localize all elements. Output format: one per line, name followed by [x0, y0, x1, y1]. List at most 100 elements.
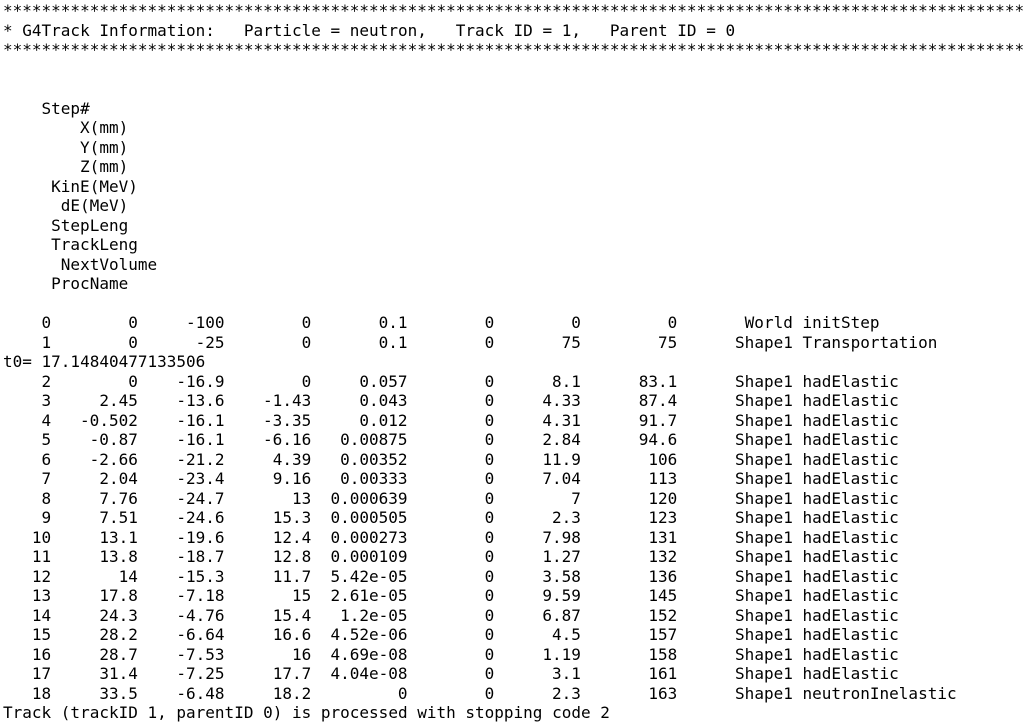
- step-row: 17 31.4 -7.25 17.7 4.04e-08 0 3.1 161 Shape1 hadE…: [3, 664, 1024, 684]
- cell-step: 8: [41, 488, 52, 508]
- cell-trackleng: 113: [648, 469, 678, 488]
- cell-kine: 0.00333: [340, 469, 408, 488]
- cell-procname: hadElastic: [802, 586, 899, 605]
- cell-y: -15.3: [176, 566, 225, 586]
- step-row: 9 7.51 -24.6 15.3 0.000505 0 2.3 123 Shape1 hadEl…: [3, 508, 1024, 528]
- cell-kine: 0: [397, 683, 408, 703]
- cell-step: 16: [31, 644, 52, 664]
- cell-stepleng: 1.27: [542, 547, 581, 566]
- cell-kine: 2.61e-05: [330, 586, 408, 605]
- cell-nextvolume: Shape1: [735, 371, 793, 391]
- cell-y: -21.2: [176, 449, 225, 469]
- cell-trackleng: 158: [648, 644, 678, 664]
- cell-x: 7.76: [99, 488, 138, 508]
- cell-z: -3.35: [263, 410, 312, 430]
- step-row: 18 33.5 -6.48 18.2 0 0 2.3 163 Shape1 neutronInel…: [3, 684, 1024, 704]
- cell-trackleng: 123: [648, 508, 678, 527]
- table-header-row: Step# X(mm) Y(mm) Z(mm) KinE(MeV) dE(MeV…: [3, 79, 1024, 313]
- cell-kine: 0.000505: [330, 508, 408, 527]
- cell-stepleng: 4.31: [542, 410, 581, 430]
- cell-de: 0: [484, 566, 495, 586]
- cell-step: 1: [41, 332, 52, 352]
- cell-x: 28.2: [99, 625, 138, 644]
- cell-y: -16.1: [176, 410, 225, 430]
- cell-z: 9.16: [272, 469, 312, 488]
- cell-trackleng: 136: [648, 566, 678, 586]
- cell-x: 14: [118, 566, 138, 586]
- cell-kine: 0.000109: [330, 547, 408, 566]
- cell-kine: 0.00875: [340, 430, 408, 449]
- cell-de: 0: [484, 410, 495, 430]
- cell-stepleng: 2.3: [552, 508, 581, 527]
- cell-procname: hadElastic: [802, 430, 899, 449]
- column-header-step: Step#: [41, 98, 90, 118]
- cell-z: 13: [291, 488, 312, 508]
- cell-trackleng: 161: [648, 664, 678, 683]
- cell-y: -18.7: [176, 547, 225, 566]
- cell-trackleng: 131: [648, 527, 678, 547]
- cell-step: 3: [41, 391, 52, 410]
- cell-y: -25: [195, 332, 225, 352]
- cell-stepleng: 7: [571, 488, 581, 508]
- column-header-kine: KinE(MeV): [51, 176, 138, 196]
- cell-z: 0: [301, 332, 312, 352]
- cell-procname: hadElastic: [802, 547, 899, 566]
- cell-x: -0.502: [80, 410, 138, 430]
- cell-kine: 0.043: [359, 391, 408, 410]
- column-header-nextvolume: NextVolume: [60, 254, 158, 274]
- cell-stepleng: 2.3: [552, 683, 581, 703]
- cell-nextvolume: Shape1: [735, 430, 793, 449]
- cell-nextvolume: Shape1: [735, 508, 793, 527]
- cell-stepleng: 4.33: [542, 391, 581, 410]
- t0-time-line: t0= 17.14840477133506: [3, 352, 206, 371]
- cell-procname: hadElastic: [802, 488, 899, 508]
- cell-de: 0: [484, 547, 495, 566]
- cell-procname: hadElastic: [802, 469, 899, 488]
- cell-step: 4: [41, 410, 52, 430]
- step-row: 15 28.2 -6.64 16.6 4.52e-06 0 4.5 157 Shape1 hadE…: [3, 625, 1024, 645]
- cell-nextvolume: Shape1: [735, 469, 793, 488]
- step-row: 16 28.7 -7.53 16 4.69e-08 0 1.19 158 Shape1 hadEl…: [3, 645, 1024, 665]
- cell-x: 0: [128, 313, 138, 332]
- step-row: 4 -0.502 -16.1 -3.35 0.012 0 4.31 91.7 Shape1 had…: [3, 411, 1024, 431]
- cell-nextvolume: Shape1: [735, 625, 793, 644]
- banner-bottom: ****************************************…: [3, 40, 1024, 59]
- column-header-stepleng: StepLeng: [51, 215, 129, 235]
- cell-de: 0: [484, 527, 495, 547]
- cell-y: -7.53: [176, 644, 225, 664]
- cell-stepleng: 8.1: [552, 371, 581, 391]
- cell-trackleng: 145: [648, 586, 678, 605]
- cell-z: 15: [291, 586, 312, 605]
- cell-kine: 0.00352: [340, 449, 408, 469]
- cell-de: 0: [484, 449, 495, 469]
- cell-kine: 0.1: [378, 332, 408, 352]
- cell-x: 17.8: [99, 586, 138, 605]
- cell-step: 7: [41, 469, 52, 488]
- cell-de: 0: [484, 508, 495, 527]
- cell-nextvolume: Shape1: [735, 566, 793, 586]
- cell-step: 0: [41, 313, 52, 332]
- cell-stepleng: 4.5: [552, 625, 581, 644]
- cell-nextvolume: Shape1: [735, 586, 793, 605]
- cell-trackleng: 120: [648, 488, 678, 508]
- cell-z: 17.7: [272, 664, 312, 683]
- cell-y: -7.25: [176, 664, 225, 683]
- cell-x: 13.8: [99, 547, 138, 566]
- cell-procname: hadElastic: [802, 527, 899, 547]
- cell-step: 2: [41, 371, 52, 391]
- cell-nextvolume: Shape1: [735, 488, 793, 508]
- cell-de: 0: [484, 664, 495, 683]
- column-header-de: dE(MeV): [60, 196, 129, 215]
- cell-stepleng: 6.87: [542, 605, 581, 625]
- step-row: 3 2.45 -13.6 -1.43 0.043 0 4.33 87.4 Shape1 hadEl…: [3, 391, 1024, 411]
- cell-trackleng: 87.4: [638, 391, 678, 410]
- cell-z: 16.6: [272, 625, 312, 644]
- step-row: 7 2.04 -23.4 9.16 0.00333 0 7.04 113 Shape1 hadEl…: [3, 469, 1024, 489]
- cell-de: 0: [484, 605, 495, 625]
- cell-de: 0: [484, 625, 495, 644]
- cell-procname: hadElastic: [802, 508, 899, 527]
- cell-z: 15.4: [272, 605, 312, 625]
- cell-trackleng: 83.1: [638, 371, 678, 391]
- cell-z: 12.8: [272, 547, 312, 566]
- cell-nextvolume: Shape1: [735, 547, 793, 566]
